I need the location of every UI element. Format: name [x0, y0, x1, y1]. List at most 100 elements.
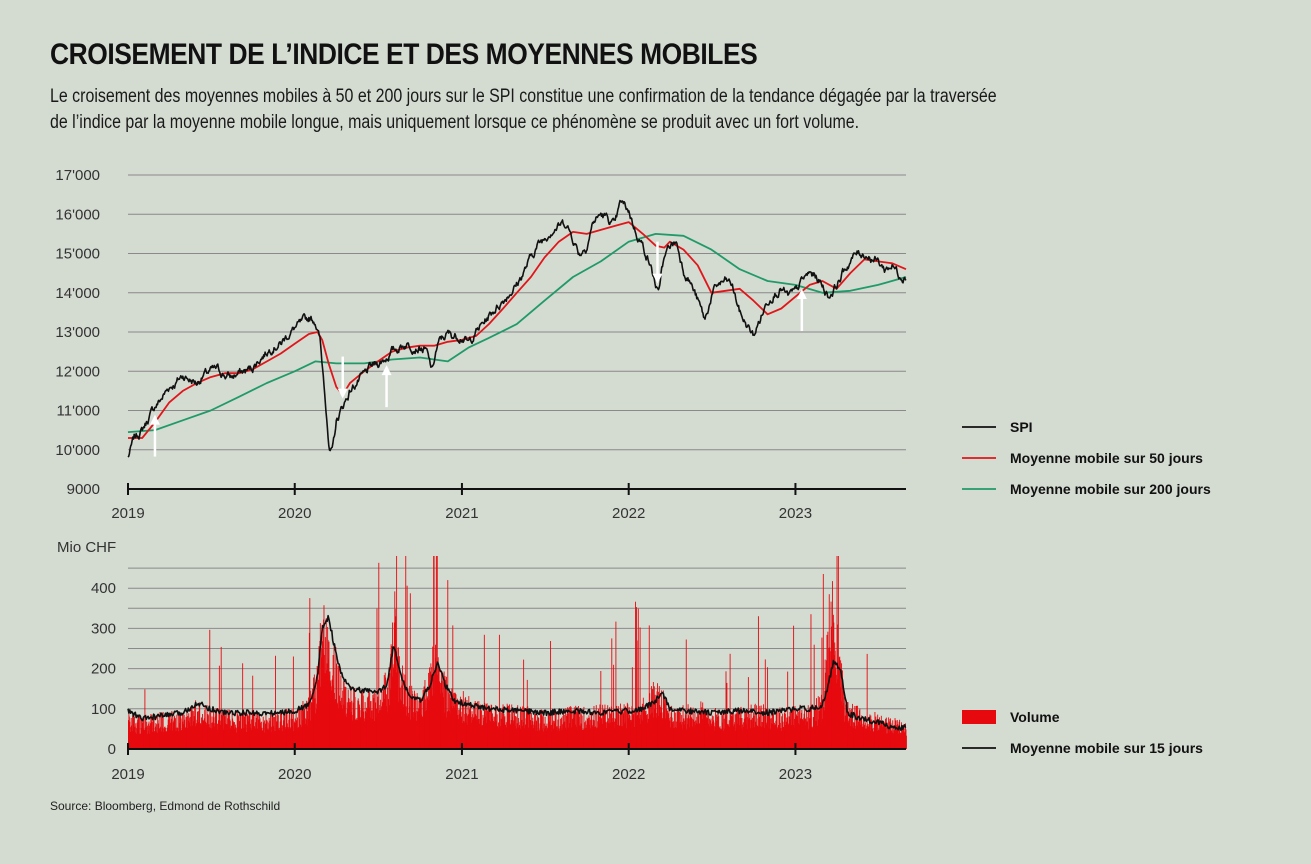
- volume-bar: [483, 634, 485, 749]
- volume-bar: [754, 705, 756, 749]
- volume-bar: [390, 644, 392, 749]
- volume-bar: [207, 714, 209, 749]
- volume-bar: [350, 713, 351, 749]
- volume-bar: [260, 721, 262, 749]
- volume-bar: [178, 711, 180, 749]
- volume-bar: [889, 719, 891, 749]
- volume-bar: [764, 716, 766, 749]
- volume-bar: [265, 725, 266, 749]
- volume-bar: [622, 714, 624, 749]
- volume-bar: [235, 728, 237, 749]
- volume-bar: [620, 709, 622, 749]
- volume-bar: [726, 682, 728, 749]
- chart-title: CROISEMENT DE L’INDICE ET DES MOYENNES M…: [50, 38, 758, 71]
- volume-bar: [745, 712, 747, 749]
- volume-bar: [795, 714, 797, 749]
- volume-bar: [701, 718, 703, 749]
- volume-bar: [690, 707, 692, 749]
- volume-bar: [518, 718, 520, 749]
- volume-bar: [619, 725, 620, 749]
- volume-bar: [675, 721, 677, 749]
- volume-bar: [603, 709, 605, 749]
- volume-bar: [358, 706, 360, 749]
- volume-bar: [709, 718, 710, 749]
- volume-bar: [778, 725, 779, 749]
- volume-bar: [149, 723, 151, 749]
- volume-bar: [760, 705, 762, 749]
- volume-bar: [215, 716, 217, 749]
- volume-bar: [733, 726, 735, 749]
- volume-bar: [778, 726, 780, 749]
- volume-bar: [811, 726, 813, 749]
- volume-bar: [530, 720, 531, 749]
- volume-bar: [141, 720, 143, 749]
- volume-bar: [551, 725, 552, 749]
- volume-bar: [564, 727, 566, 749]
- volume-bar: [888, 717, 890, 749]
- volume-bar: [443, 671, 445, 749]
- volume-bar: [756, 725, 758, 749]
- volume-bar: [608, 718, 610, 749]
- volume-bar: [624, 723, 626, 749]
- volume-bar: [593, 706, 595, 749]
- volume-bar: [704, 710, 706, 749]
- volume-bar: [803, 717, 805, 749]
- volume-bar: [595, 714, 597, 749]
- volume-bar: [327, 639, 329, 749]
- volume-bar: [191, 727, 192, 749]
- volume-bar: [514, 725, 516, 749]
- volume-bar: [825, 672, 827, 749]
- volume-bar: [411, 690, 413, 749]
- volume-bar: [414, 693, 416, 749]
- volume-bar: [636, 715, 638, 749]
- volume-bar: [798, 724, 800, 749]
- volume-bar: [836, 556, 838, 749]
- volume-bar: [471, 717, 472, 749]
- volume-bar: [691, 717, 693, 749]
- volume-bar: [787, 671, 789, 749]
- volume-bar: [585, 724, 587, 749]
- volume-bar: [285, 726, 287, 749]
- chart-subtitle: Le croisement des moyennes mobiles à 50 …: [50, 86, 997, 133]
- volume-bar: [841, 663, 843, 749]
- y-tick-label: 400: [91, 580, 116, 597]
- volume-bar: [341, 708, 343, 749]
- volume-bar: [670, 717, 672, 749]
- volume-bar: [282, 720, 284, 749]
- volume-bar: [900, 722, 902, 749]
- volume-bar: [485, 716, 487, 749]
- volume-bar: [277, 715, 279, 749]
- volume-bar: [791, 707, 793, 749]
- volume-bar: [307, 701, 309, 749]
- volume-bar: [785, 725, 787, 749]
- volume-bar: [561, 724, 563, 749]
- volume-bar: [514, 709, 515, 749]
- volume-bar: [510, 720, 512, 749]
- volume-bar: [236, 732, 238, 749]
- volume-bar: [849, 709, 851, 749]
- volume-bar: [787, 724, 789, 749]
- volume-bar: [231, 711, 233, 749]
- volume-bar: [227, 718, 229, 749]
- volume-bar: [623, 704, 625, 749]
- volume-bar: [636, 715, 638, 749]
- volume-bar: [550, 641, 552, 749]
- volume-bar: [722, 715, 724, 749]
- volume-bar: [699, 723, 700, 749]
- volume-bar: [156, 732, 158, 749]
- volume-bar: [211, 716, 213, 749]
- volume-bar: [789, 718, 790, 749]
- volume-bar: [723, 718, 725, 749]
- volume-bar: [814, 706, 816, 749]
- volume-bar: [679, 713, 681, 749]
- volume-bar: [165, 731, 167, 749]
- volume-bar: [281, 710, 282, 749]
- volume-bar: [199, 724, 201, 749]
- volume-bar: [491, 705, 493, 749]
- volume-bar: [593, 722, 594, 749]
- volume-bar: [631, 706, 633, 749]
- volume-bar: [462, 691, 464, 749]
- volume-bar: [448, 692, 450, 749]
- volume-bar: [143, 730, 145, 749]
- volume-bar: [892, 720, 894, 749]
